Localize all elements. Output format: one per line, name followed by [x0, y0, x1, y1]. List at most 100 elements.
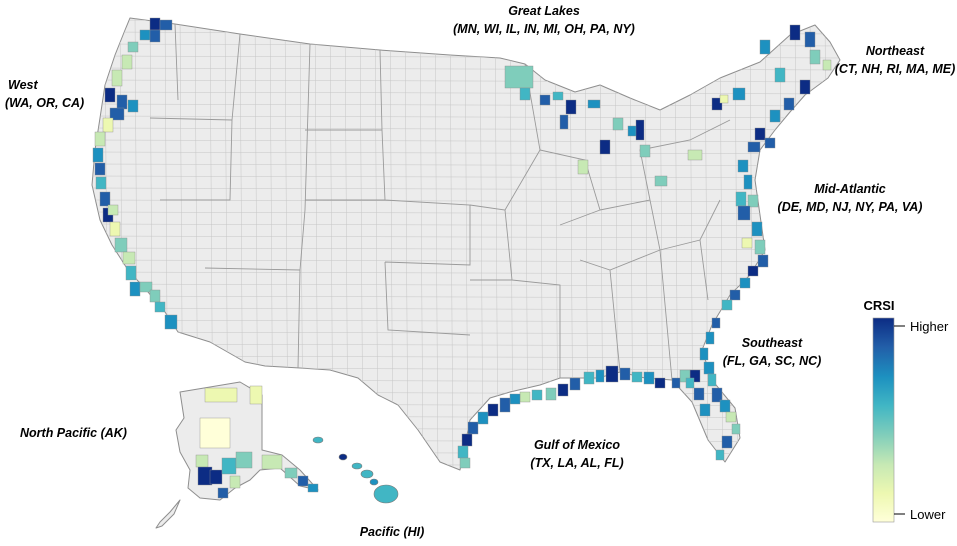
alaska-borough-4: [195, 454, 209, 468]
coastal-county-45: [719, 94, 729, 104]
coastal-county-41: [577, 159, 589, 175]
coastal-county-87: [643, 371, 655, 385]
coastal-county-36: [599, 139, 611, 155]
coastal-county-32: [552, 91, 564, 101]
alaska-outline: [175, 381, 319, 501]
coastal-county-105: [459, 457, 471, 469]
alaska-borough-10: [284, 467, 298, 479]
alaska: [155, 381, 319, 529]
coastal-county-70: [729, 289, 741, 301]
west-region-states: (WA, OR, CA): [5, 96, 84, 110]
coastal-county-90: [605, 365, 619, 383]
coastal-county-74: [699, 347, 709, 361]
alaska-borough-1: [204, 387, 238, 403]
region-labels: West (WA, OR, CA) Great Lakes (MN, WI, I…: [5, 4, 955, 539]
coastal-county-6: [121, 54, 133, 70]
hawaii-island-5: [369, 478, 379, 486]
coastal-county-79: [725, 411, 737, 423]
coastal-county-85: [671, 377, 681, 389]
coastal-county-11: [109, 107, 125, 121]
coastal-county-25: [139, 281, 153, 293]
coastal-county-55: [769, 109, 781, 123]
coastal-county-48: [774, 67, 786, 83]
coastal-county-72: [711, 317, 721, 329]
coastal-county-77: [711, 387, 723, 403]
coastal-county-17: [99, 191, 111, 207]
coastal-county-20: [109, 221, 121, 237]
hawaii-island-1: [312, 436, 324, 444]
coastal-county-2: [159, 19, 173, 31]
coastal-county-99: [499, 397, 511, 413]
coastal-county-10: [127, 99, 139, 113]
coastal-county-5: [127, 41, 139, 53]
alaska-boroughs: [195, 385, 319, 499]
coastal-county-94: [557, 383, 569, 397]
coastal-county-44: [711, 97, 723, 111]
north-pacific-region-name: North Pacific (AK): [20, 426, 127, 440]
coastal-county-30: [519, 87, 531, 101]
coastal-county-52: [822, 59, 832, 71]
coastal-county-16: [95, 176, 107, 190]
coastal-county-82: [715, 449, 725, 461]
alaska-borough-13: [229, 475, 241, 489]
coastal-counties: [92, 17, 832, 469]
crsi-legend: CRSI Higher Lower: [863, 298, 949, 523]
coastal-county-95: [545, 387, 557, 401]
coastal-county-14: [92, 147, 104, 163]
alaska-borough-3: [199, 417, 231, 449]
alaska-borough-6: [209, 469, 223, 485]
coastal-county-39: [635, 119, 645, 141]
coastal-county-28: [154, 301, 166, 313]
coastal-county-80: [731, 423, 741, 435]
southeast-region-states: (FL, GA, SC, NC): [723, 354, 822, 368]
coastal-county-91: [595, 369, 605, 383]
coastal-county-7: [111, 69, 123, 87]
coastal-county-60: [743, 174, 753, 190]
alaska-borough-11: [297, 475, 309, 487]
coastal-county-67: [757, 254, 769, 268]
hawaii-island-3: [351, 462, 363, 470]
coastal-county-103: [461, 433, 473, 447]
coastal-county-88: [631, 371, 643, 383]
coastal-county-21: [114, 237, 128, 253]
coastal-county-15: [94, 162, 106, 176]
coastal-county-106: [693, 387, 705, 401]
coastal-county-65: [741, 237, 753, 249]
coastal-county-98: [509, 393, 521, 405]
hawaii-island-6: [373, 484, 399, 504]
coastal-county-51: [809, 49, 821, 65]
legend-high-label: Higher: [910, 319, 949, 334]
coastal-county-76: [707, 373, 717, 387]
coastal-county-108: [685, 377, 695, 389]
coastal-county-24: [129, 281, 141, 297]
coastal-county-3: [139, 29, 151, 41]
coastal-county-22: [122, 251, 136, 265]
contiguous-us: [91, 17, 841, 471]
alaska-borough-9: [261, 454, 283, 470]
coastal-county-49: [789, 24, 801, 41]
coastal-county-64: [751, 221, 763, 237]
coastal-county-81: [721, 435, 733, 449]
coastal-county-59: [737, 159, 749, 173]
legend-low-label: Lower: [910, 507, 946, 522]
coastal-county-27: [164, 314, 178, 330]
alaska-borough-14: [217, 487, 229, 499]
coastal-county-53: [799, 79, 811, 95]
coastal-county-69: [739, 277, 751, 289]
coastal-county-63: [737, 205, 751, 221]
alaska-borough-7: [221, 457, 237, 475]
coastal-county-40: [639, 144, 651, 158]
coastal-county-33: [565, 99, 577, 115]
gulf-region-name: Gulf of Mexico: [534, 438, 620, 452]
coastal-county-93: [569, 377, 581, 391]
coastal-county-9: [116, 94, 128, 110]
alaska-borough-2: [249, 385, 263, 405]
coastal-county-50: [804, 31, 816, 48]
coastal-county-56: [754, 127, 766, 141]
coastal-county-61: [735, 191, 747, 207]
legend-color-bar: [872, 317, 895, 523]
alaska-borough-12: [307, 483, 319, 493]
legend-title: CRSI: [863, 298, 894, 313]
hawaii: [312, 436, 399, 504]
coastal-county-4: [149, 29, 161, 43]
